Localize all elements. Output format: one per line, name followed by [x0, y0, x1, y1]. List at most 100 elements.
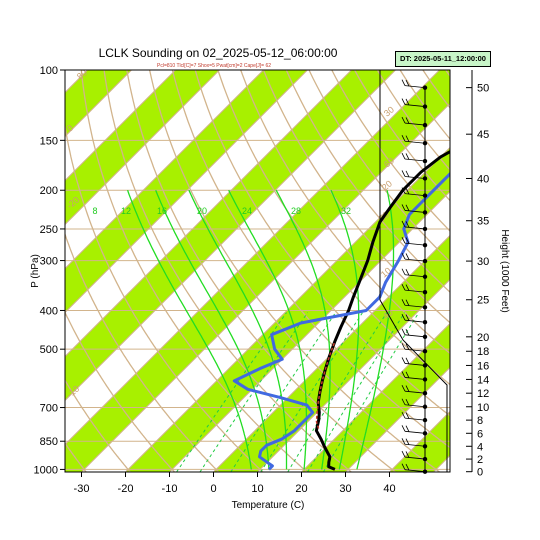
wind-barb-shaft — [404, 158, 426, 162]
dry-adiabat-label: 30 — [382, 104, 396, 118]
wind-barb-feather — [401, 357, 406, 364]
wind-barb-feather — [405, 412, 410, 419]
x-tick-label: 40 — [383, 483, 395, 495]
isotherm-line — [257, 278, 450, 472]
y-axis-pressure: 100 150 200 250 300 400 500 700 850 1000 — [34, 65, 65, 476]
wind-barb-feather — [405, 371, 410, 379]
dry-adiabat-line — [194, 70, 450, 417]
mixing-ratio-label: 12 — [121, 206, 131, 216]
wind-barb-feather — [405, 284, 410, 291]
wind-barb-feather — [401, 371, 406, 378]
wind-barb-feather — [401, 116, 406, 124]
height-tick-label: 35 — [477, 216, 489, 228]
series-line-parcel — [315, 341, 336, 429]
wind-barb-shaft — [404, 319, 426, 323]
wind-barb-feather — [401, 463, 406, 470]
y-tick-label: 200 — [40, 185, 58, 197]
wind-barb-shaft — [404, 242, 426, 246]
wind-barb-feather — [401, 411, 406, 419]
isotherm-line — [65, 70, 220, 226]
wind-barb-shaft — [404, 122, 426, 126]
x-tick-label: 0 — [210, 483, 216, 495]
chart-title: LCLK Sounding on 02_2025-05-12_06:00:00 — [99, 46, 338, 60]
wind-barb-feather — [401, 438, 406, 445]
x-tick-label: 20 — [295, 483, 307, 495]
wind-barb-shaft — [404, 193, 426, 197]
wind-barb-feather — [401, 170, 406, 177]
x-tick-label: 30 — [339, 483, 351, 495]
wind-barb-shaft — [404, 377, 426, 380]
dry-adiabat-lines — [65, 70, 450, 472]
y-tick-label: 150 — [40, 135, 58, 147]
dry-adiabat-line — [65, 232, 220, 472]
wind-barb-shaft — [404, 226, 426, 230]
height-tick-label: 2 — [477, 454, 483, 466]
dry-adiabat-label: 20 — [380, 178, 394, 192]
wind-barb-shaft — [404, 274, 426, 278]
wind-barb-profile — [379, 70, 448, 474]
wind-barb-feather — [405, 451, 410, 458]
isotherm-stripe — [65, 70, 450, 472]
mixing-ratio-label: 16 — [157, 206, 167, 216]
wind-level-dot — [422, 85, 428, 90]
chart-subtitle: Pcl=810 Tlcl[C]=7 Shox=5 Pwat[cm]=2 Cape… — [157, 63, 271, 69]
wind-barb-shaft — [404, 363, 426, 366]
wind-barb-feather — [405, 438, 410, 445]
wind-barb-feather — [401, 98, 406, 105]
wind-barb-feather — [405, 329, 410, 336]
height-tick-label: 0 — [477, 467, 483, 479]
height-tick-label: 18 — [477, 346, 489, 358]
series-line-temperature — [314, 149, 450, 471]
wind-barb-feather — [401, 236, 406, 244]
wind-barb-feather — [405, 398, 410, 406]
mixing-ratio-line — [199, 312, 309, 472]
sounding-series — [232, 149, 450, 471]
mixing-ratio-line — [322, 312, 420, 472]
height-tick-label: 20 — [477, 332, 489, 344]
mixing-ratio-line — [230, 312, 336, 472]
wind-barb-shaft — [404, 304, 426, 308]
height-tick-label: 10 — [477, 402, 489, 414]
dry-adiabat-line — [65, 310, 175, 472]
isotherm-line — [301, 322, 450, 472]
wind-barb-feather — [401, 135, 406, 142]
wind-barb-shaft — [404, 85, 426, 89]
height-tick-label: 25 — [477, 295, 489, 307]
wind-barb-shaft — [404, 469, 426, 473]
wind-barb-feather — [401, 79, 406, 86]
mixing-ratio-line — [287, 312, 388, 472]
wind-panel-outline — [379, 70, 448, 472]
wind-barb-shaft — [404, 404, 426, 408]
isotherm-line — [65, 70, 176, 182]
wind-barb-shaft — [404, 348, 426, 352]
wind-barb-feather — [401, 299, 406, 306]
wind-barb-shaft — [404, 443, 426, 447]
dry-adiabat-line — [308, 70, 450, 263]
wind-barb-feather — [405, 463, 410, 471]
y-tick-label: 250 — [40, 224, 58, 236]
y-tick-label: 1000 — [34, 464, 58, 476]
dry-adiabat-line — [126, 70, 396, 472]
height-tick-label: 40 — [477, 173, 489, 185]
wind-barb-feather — [405, 187, 410, 195]
wind-barb-shaft — [404, 258, 426, 262]
mixing-ratio-label: 28 — [291, 206, 301, 216]
wind-barb-feather — [401, 152, 406, 160]
y-axis-label: P (hPa) — [30, 254, 41, 288]
wind-barb-shaft — [404, 334, 426, 338]
dry-adiabat-line — [445, 70, 450, 78]
series-line-dew-point — [232, 171, 450, 471]
wind-barb-feather — [401, 252, 406, 260]
x-tick-label: -30 — [74, 483, 90, 495]
height-tick-label: 50 — [477, 83, 489, 95]
height-tick-label: 16 — [477, 360, 489, 372]
wind-barb-feather — [405, 117, 410, 124]
y2-axis-label: Height (1000 Feet) — [499, 229, 510, 312]
wind-barb-feather — [401, 283, 406, 291]
mixing-ratio-line — [260, 312, 363, 472]
dry-adiabat-line — [80, 70, 308, 472]
wind-barb-feather — [405, 170, 410, 178]
moist-adiabat-line — [126, 189, 252, 470]
x-tick-label: -20 — [118, 483, 134, 495]
